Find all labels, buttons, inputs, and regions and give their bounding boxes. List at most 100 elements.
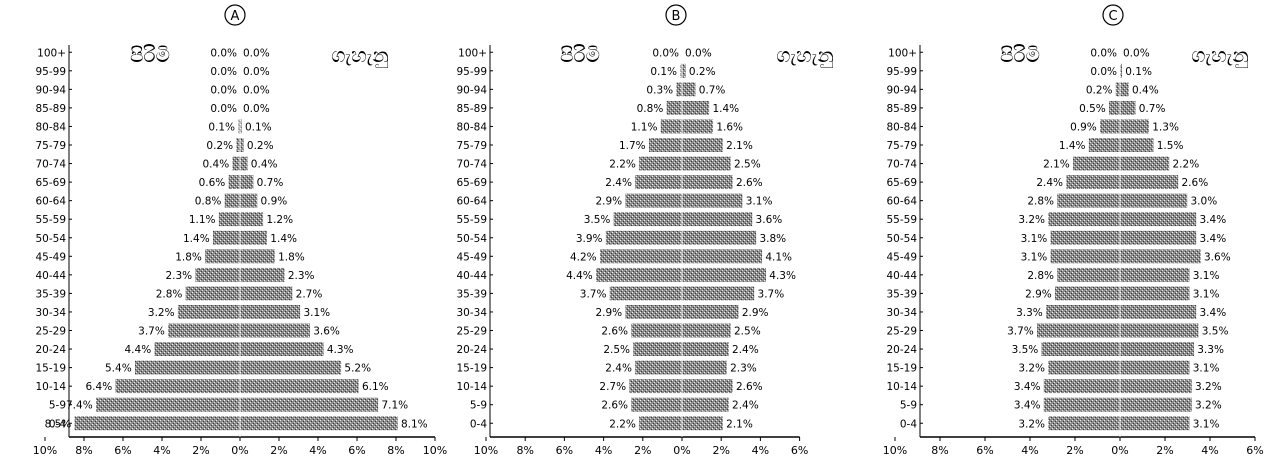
female-value-label: 0.2%: [689, 66, 716, 78]
y-tick-label: 85-89: [456, 103, 487, 115]
y-tick-label: 25-29: [456, 326, 487, 338]
female-bar: [681, 137, 724, 153]
female-bar: [1119, 285, 1191, 301]
female-value-label: 2.4%: [732, 344, 759, 356]
y-tick-label: 40-44: [456, 270, 487, 282]
male-value-label: 4.4%: [125, 344, 152, 356]
x-tick-label: 6%: [556, 444, 573, 457]
female-bar: [681, 397, 730, 413]
x-tick-label: 10%: [474, 444, 498, 457]
male-value-label: 3.2%: [1018, 363, 1045, 375]
y-tick-label: 45-49: [886, 251, 917, 263]
male-value-label: 3.2%: [148, 307, 175, 319]
male-value-label: 3.2%: [1018, 214, 1045, 226]
female-bar: [1119, 415, 1191, 431]
female-bar: [239, 341, 325, 357]
male-value-label: 1.7%: [619, 140, 646, 152]
pyramid-panel-c: C පිරිමි ගැහැනු 10% 8% 6% 4% 2% 0% 2% 4% 6% 0-4 3.2% 3…: [883, 4, 1264, 457]
female-value-label: 0.4%: [251, 159, 278, 171]
male-value-label: 7.4%: [66, 400, 93, 412]
male-value-label: 0.8%: [195, 196, 222, 208]
male-bar: [675, 81, 683, 97]
female-label-b: ගැහැනු: [776, 43, 833, 68]
male-value-label: 0.4%: [203, 159, 230, 171]
male-bar: [228, 174, 241, 190]
y-tick-label: 35-39: [886, 288, 917, 300]
male-value-label: 1.4%: [1059, 140, 1086, 152]
male-value-label: 0.1%: [650, 66, 677, 78]
male-value-label: 8.5%: [45, 418, 72, 430]
y-tick-label: 75-79: [35, 140, 66, 152]
male-value-label: 4.4%: [566, 270, 593, 282]
male-bar: [167, 322, 241, 339]
pyramid-panel-a: A පිරිමි ගැහැනු 10% 8% 6% 4% 2% 0% 2% 4% 6% 8% 10% 0-4…: [33, 4, 447, 457]
female-bar: [239, 360, 342, 376]
female-value-label: 4.3%: [769, 270, 796, 282]
male-bar: [231, 156, 241, 172]
male-value-label: 3.9%: [576, 233, 603, 245]
female-label-a: ගැහැනු: [331, 43, 388, 68]
female-value-label: 2.2%: [1173, 159, 1200, 171]
x-tick-label: 2%: [634, 444, 651, 457]
female-value-label: 6.1%: [362, 381, 389, 393]
x-tick-label: 4%: [153, 444, 170, 457]
panel-label-circle-a: [224, 4, 246, 26]
x-tick-label: 6%: [976, 444, 993, 457]
male-value-label: 0.0%: [1090, 66, 1117, 78]
male-bar: [605, 230, 683, 246]
female-value-label: 2.6%: [1182, 177, 1209, 189]
female-bar: [1119, 174, 1179, 190]
female-value-label: 1.5%: [1157, 140, 1184, 152]
female-bar: [681, 248, 763, 264]
male-bar: [630, 397, 683, 413]
male-value-label: 3.5%: [584, 214, 611, 226]
male-value-label: 0.2%: [206, 140, 233, 152]
male-bar: [624, 193, 683, 209]
y-tick-label: 20-24: [456, 344, 487, 356]
male-bar: [632, 341, 683, 357]
male-bar: [1047, 415, 1121, 431]
female-value-label: 2.7%: [296, 288, 323, 300]
female-bar: [239, 322, 311, 339]
female-bar: [681, 285, 755, 301]
female-bar: [1119, 211, 1197, 227]
y-tick-label: 25-29: [886, 326, 917, 338]
female-value-label: 3.4%: [1200, 214, 1227, 226]
y-tick-label: 20-24: [35, 344, 66, 356]
y-tick-label: 95-99: [886, 66, 917, 78]
male-value-label: 3.7%: [580, 288, 607, 300]
female-value-label: 3.4%: [1200, 307, 1227, 319]
female-bar: [1119, 248, 1202, 264]
y-tick-label: 65-69: [456, 177, 487, 189]
male-value-label: 1.1%: [189, 214, 216, 226]
male-bar: [212, 230, 241, 246]
male-value-label: 3.4%: [1014, 400, 1041, 412]
y-tick-label: 100+: [888, 47, 917, 59]
female-value-label: 3.1%: [303, 307, 330, 319]
female-value-label: 1.8%: [278, 251, 305, 263]
male-value-label: 1.4%: [183, 233, 210, 245]
female-bar: [681, 230, 757, 246]
y-tick-label: 55-59: [886, 214, 917, 226]
female-bar: [239, 193, 258, 209]
male-value-label: 2.4%: [605, 177, 632, 189]
male-value-label: 0.0%: [210, 66, 237, 78]
male-value-label: 2.4%: [605, 363, 632, 375]
female-value-label: 0.0%: [685, 47, 712, 59]
female-bar: [239, 397, 379, 413]
female-bar: [239, 137, 245, 153]
female-value-label: 3.2%: [1195, 381, 1222, 393]
x-tick-label: 4%: [752, 444, 769, 457]
male-bar: [609, 285, 683, 301]
female-value-label: 0.7%: [1139, 103, 1166, 115]
female-bar: [1119, 81, 1130, 97]
female-value-label: 1.4%: [712, 103, 739, 115]
male-bar: [1072, 156, 1121, 172]
male-value-label: 0.0%: [210, 84, 237, 96]
female-bar: [1119, 193, 1188, 209]
y-tick-label: 10-14: [456, 381, 487, 393]
y-tick-label: 85-89: [886, 103, 917, 115]
y-tick-label: 30-34: [456, 307, 487, 319]
male-bar: [224, 193, 241, 209]
